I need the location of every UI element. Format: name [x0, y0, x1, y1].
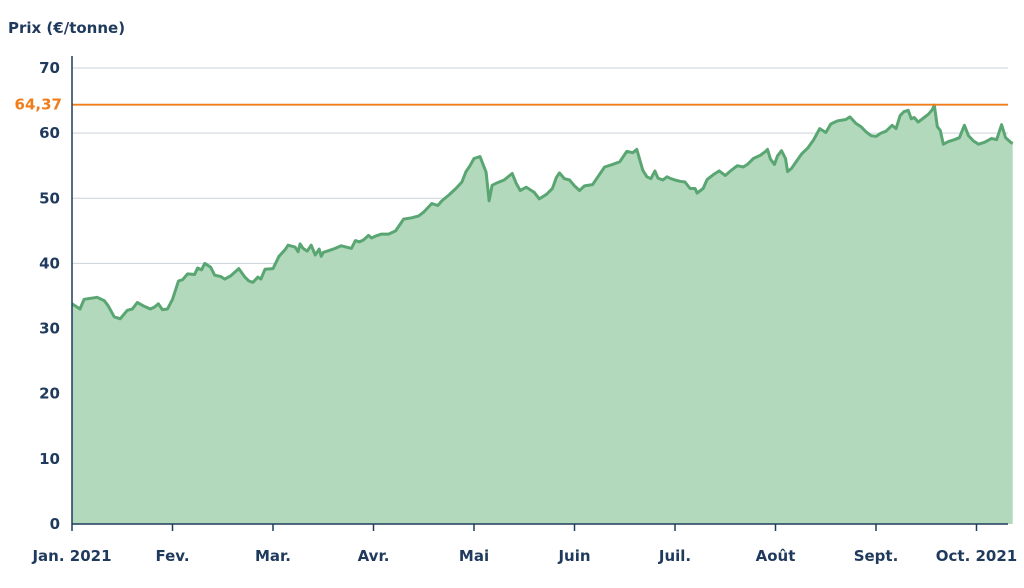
- series-area: [72, 105, 1013, 524]
- x-tick-label-0: Jan. 2021: [31, 547, 111, 565]
- x-tick-label-9: Oct. 2021: [936, 547, 1017, 565]
- x-tick-label-4: Mai: [459, 547, 489, 565]
- y-axis-title: Prix (€/tonne): [8, 19, 125, 37]
- y-tick-label-10: 10: [39, 450, 60, 468]
- x-tick-label-8: Sept.: [854, 547, 899, 565]
- x-tick-label-6: Juil.: [658, 547, 691, 565]
- area-layer: [71, 103, 1014, 524]
- series-line: [71, 103, 1014, 321]
- y-tick-label-50: 50: [39, 189, 60, 207]
- y-tick-label-60: 60: [39, 124, 60, 142]
- tick-labels: 0 10 20 30 40 50 60 70 Jan. 2021 Fev. Mar. Avr. Mai J…: [31, 59, 1017, 565]
- x-tick-label-5: Juin: [557, 547, 590, 565]
- axes: [71, 56, 1008, 531]
- y-tick-label-20: 20: [39, 385, 60, 403]
- x-tick-label-3: Avr.: [358, 547, 390, 565]
- x-tick-label-1: Fev.: [155, 547, 189, 565]
- y-tick-label-70: 70: [39, 59, 60, 77]
- y-tick-label-40: 40: [39, 254, 60, 272]
- reference-line-label: 64,37: [15, 96, 62, 114]
- y-tick-label-0: 0: [50, 515, 60, 533]
- y-tick-label-30: 30: [39, 320, 60, 338]
- reference-layer: 64,37: [15, 96, 1008, 114]
- x-tick-label-2: Mar.: [255, 547, 291, 565]
- x-tick-label-7: Août: [756, 547, 796, 565]
